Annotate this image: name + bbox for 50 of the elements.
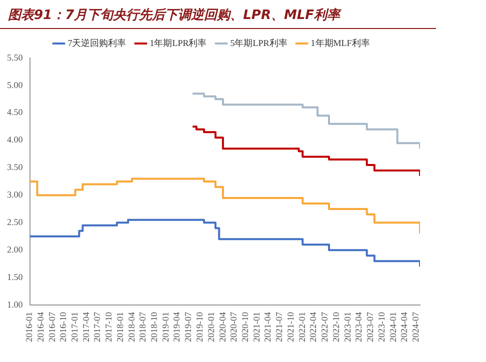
x-tick-label: 2024-01 — [388, 312, 398, 342]
y-tick-label: 3.00 — [7, 190, 24, 200]
x-tick-label: 2016-07 — [46, 312, 57, 342]
y-tick-label: 2.00 — [7, 244, 24, 254]
x-tick-label: 2016-04 — [35, 312, 46, 342]
x-tick-label: 2018-10 — [149, 312, 160, 342]
y-tick-label: 2.50 — [7, 217, 24, 228]
x-tick-label: 2023-04 — [354, 312, 364, 342]
x-tick-label: 2019-04 — [172, 312, 182, 342]
legend-label: 7天逆回购利率 — [68, 38, 126, 48]
y-tick-label: 1.50 — [7, 272, 24, 282]
x-tick-label: 2020-04 — [217, 312, 228, 342]
x-tick-label: 2022-04 — [308, 312, 318, 342]
x-tick-label: 2022-07 — [320, 312, 330, 342]
x-tick-label: 2021-01 — [252, 312, 262, 342]
x-tick-label: 2020-07 — [228, 312, 239, 342]
x-tick-label: 2018-07 — [138, 312, 148, 342]
legend-label: 5年期LPR利率 — [230, 38, 288, 48]
x-tick-label: 2023-10 — [376, 312, 386, 342]
x-tick-label: 2020-10 — [240, 312, 250, 342]
y-tick-label: 4.50 — [7, 107, 24, 118]
x-tick-label: 2017-01 — [70, 312, 80, 342]
y-tick-label: 1.00 — [7, 299, 24, 310]
x-tick-label: 2021-04 — [262, 312, 273, 342]
x-tick-label: 2019-07 — [183, 312, 194, 342]
x-tick-label: 2019-10 — [194, 312, 205, 342]
x-tick-label: 2021-07 — [274, 312, 284, 342]
x-tick-label: 2016-01 — [24, 312, 34, 342]
x-tick-label: 2019-01 — [160, 312, 171, 342]
x-tick-label: 2017-04 — [80, 312, 91, 342]
x-tick-label: 2023-07 — [364, 312, 375, 342]
y-tick-label: 5.50 — [7, 52, 24, 62]
chart-title: 图表91：7月下旬央行先后下调逆回购、LPR、MLF利率 — [0, 0, 436, 29]
x-tick-label: 2018-04 — [126, 312, 136, 342]
legend-label: 1年期LPR利率 — [150, 38, 207, 48]
legend-label: 1年期MLF利率 — [310, 38, 370, 48]
x-tick-label: 2016-10 — [58, 312, 68, 342]
x-tick-label: 2022-10 — [330, 312, 341, 342]
y-tick-label: 5.00 — [7, 80, 24, 90]
x-tick-label: 2018-01 — [115, 312, 126, 342]
x-tick-label: 2017-07 — [92, 312, 102, 342]
y-tick-label: 4.00 — [7, 134, 24, 145]
x-tick-label: 2022-01 — [296, 312, 307, 342]
x-tick-label: 2024-07 — [410, 312, 420, 342]
x-tick-label: 2024-04 — [399, 312, 410, 342]
x-tick-label: 2021-10 — [286, 312, 296, 342]
y-tick-label: 3.50 — [7, 162, 24, 172]
x-tick-label: 2017-10 — [104, 312, 114, 342]
x-tick-label: 2023-01 — [342, 312, 352, 342]
x-tick-label: 2020-01 — [206, 312, 216, 342]
